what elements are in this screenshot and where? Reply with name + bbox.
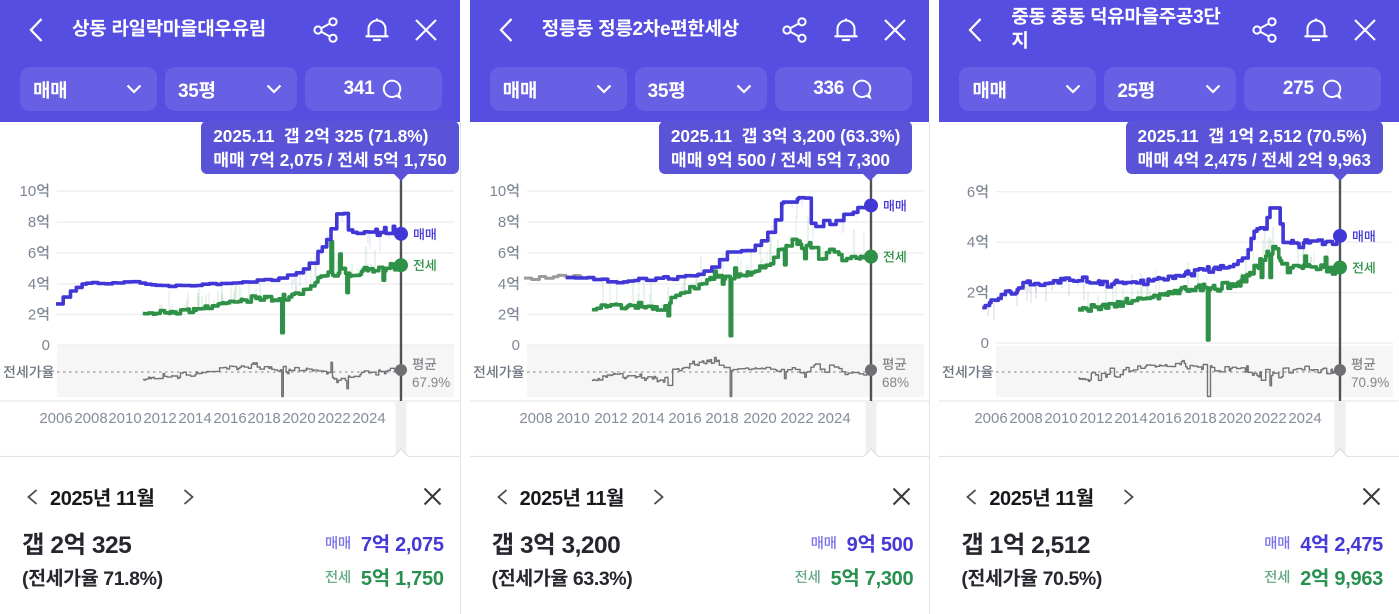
svg-text:2014: 2014 — [1115, 410, 1148, 427]
svg-text:2006: 2006 — [39, 410, 72, 427]
svg-text:2억: 2억 — [498, 306, 520, 323]
svg-text:2억: 2억 — [28, 306, 50, 323]
svg-text:2014: 2014 — [631, 410, 664, 427]
svg-text:68%: 68% — [882, 375, 909, 390]
svg-text:매매: 매매 — [413, 227, 437, 242]
svg-text:8억: 8억 — [498, 214, 520, 231]
svg-text:8억: 8억 — [28, 214, 50, 231]
svg-text:10억: 10억 — [20, 183, 50, 200]
svg-text:2022: 2022 — [1254, 410, 1287, 427]
svg-text:6억: 6억 — [967, 184, 989, 201]
svg-text:전세가율: 전세가율 — [942, 364, 994, 380]
svg-text:2006: 2006 — [975, 410, 1008, 427]
svg-text:2016: 2016 — [1149, 410, 1182, 427]
svg-text:2016: 2016 — [668, 410, 701, 427]
svg-text:4억: 4억 — [28, 276, 50, 293]
svg-text:2022: 2022 — [317, 410, 350, 427]
svg-text:10억: 10억 — [489, 183, 519, 200]
svg-text:2024: 2024 — [1289, 410, 1322, 427]
svg-text:0: 0 — [981, 335, 989, 352]
svg-text:전세: 전세 — [413, 258, 437, 273]
svg-text:2020: 2020 — [1219, 410, 1252, 427]
svg-text:전세: 전세 — [883, 250, 907, 265]
svg-text:0: 0 — [42, 337, 50, 354]
svg-text:4억: 4억 — [498, 276, 520, 293]
svg-text:2012: 2012 — [1080, 410, 1113, 427]
svg-text:2018: 2018 — [1184, 410, 1217, 427]
svg-text:2014: 2014 — [178, 410, 211, 427]
svg-text:70.9%: 70.9% — [1351, 375, 1389, 390]
svg-text:평균: 평균 — [882, 357, 907, 372]
svg-text:2020: 2020 — [282, 410, 315, 427]
svg-text:2022: 2022 — [780, 410, 813, 427]
svg-text:6억: 6억 — [28, 245, 50, 262]
svg-text:전세: 전세 — [1352, 260, 1376, 275]
svg-text:매매: 매매 — [883, 198, 907, 213]
svg-text:2012: 2012 — [143, 410, 176, 427]
svg-text:2008: 2008 — [1010, 410, 1043, 427]
svg-text:2008: 2008 — [519, 410, 552, 427]
svg-text:2016: 2016 — [213, 410, 246, 427]
svg-text:2010: 2010 — [108, 410, 141, 427]
svg-text:67.9%: 67.9% — [412, 375, 450, 390]
svg-text:2024: 2024 — [817, 410, 850, 427]
svg-text:2010: 2010 — [556, 410, 589, 427]
svg-text:0: 0 — [511, 337, 519, 354]
svg-text:평균: 평균 — [1351, 357, 1376, 372]
svg-text:2020: 2020 — [743, 410, 776, 427]
svg-text:2억: 2억 — [967, 285, 989, 302]
svg-text:2010: 2010 — [1045, 410, 1078, 427]
svg-text:평균: 평균 — [412, 357, 437, 372]
svg-text:매매: 매매 — [1352, 229, 1376, 244]
svg-text:2012: 2012 — [594, 410, 627, 427]
svg-text:2008: 2008 — [74, 410, 107, 427]
svg-text:2018: 2018 — [247, 410, 280, 427]
svg-text:4억: 4억 — [967, 234, 989, 251]
svg-text:전세가율: 전세가율 — [3, 364, 55, 380]
svg-text:2018: 2018 — [705, 410, 738, 427]
svg-text:전세가율: 전세가율 — [473, 364, 525, 380]
svg-text:2024: 2024 — [352, 410, 385, 427]
svg-text:6억: 6억 — [498, 245, 520, 262]
